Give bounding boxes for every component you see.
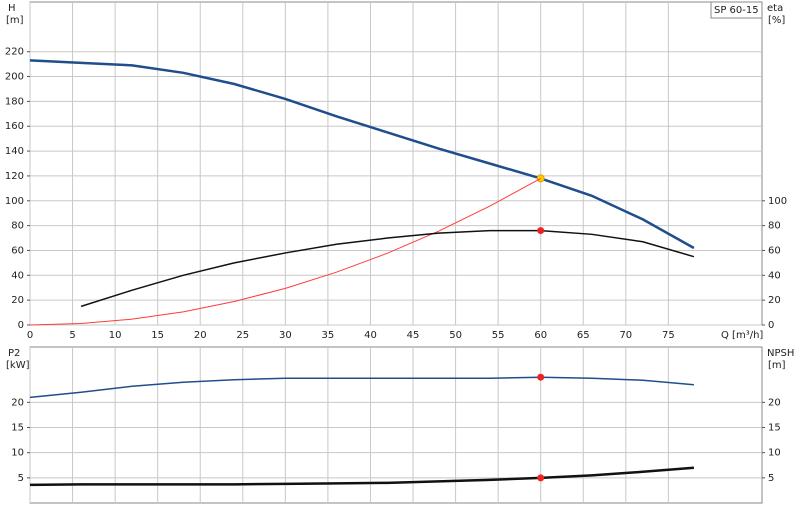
y-tick-label: 60	[11, 245, 24, 256]
duty-point	[537, 227, 545, 235]
x-tick-label: 40	[364, 330, 377, 341]
y2-axis-unit: [%]	[768, 15, 785, 26]
y2-tick-label: 20	[768, 295, 781, 306]
x-tick-label: 75	[662, 330, 675, 341]
y-axis-label: P2	[8, 348, 20, 359]
y-tick-label: 5	[18, 473, 24, 484]
title-box	[710, 1, 763, 19]
curve	[29, 376, 694, 399]
x-tick-label: 50	[449, 330, 462, 341]
duty-point	[537, 373, 545, 381]
y2-tick-label: 5	[768, 473, 774, 484]
y-axis-unit: [m]	[6, 15, 24, 26]
chart-title: SP 60-15	[714, 5, 759, 16]
y-tick-label: 160	[5, 121, 24, 132]
plot-area	[29, 346, 763, 504]
curve	[80, 229, 695, 308]
y2-tick-label: 0	[768, 320, 774, 331]
y2-tick-label: 60	[768, 245, 781, 256]
y2-axis-unit: [m]	[768, 360, 786, 371]
y-tick-label: 15	[11, 423, 24, 434]
y-tick-label: 0	[18, 320, 24, 331]
y-tick-label: 20	[11, 397, 24, 408]
y2-tick-label: 15	[768, 423, 781, 434]
x-tick-label: 70	[619, 330, 632, 341]
y2-tick-label: 40	[768, 270, 781, 281]
y-axis-label: H	[8, 3, 16, 14]
x-tick-label: 35	[322, 330, 335, 341]
x-tick-label: 55	[492, 330, 505, 341]
y-axis-unit: [kW]	[6, 360, 30, 371]
y2-tick-label: 20	[768, 397, 781, 408]
y-tick-label: 220	[5, 47, 24, 58]
x-tick-label: 5	[69, 330, 75, 341]
curve	[29, 59, 695, 250]
y-tick-label: 120	[5, 171, 24, 182]
y-tick-label: 100	[5, 196, 24, 207]
y-tick-label: 180	[5, 96, 24, 107]
y-tick-label: 10	[11, 448, 24, 459]
x-axis-label: Q [m³/h]	[721, 330, 763, 341]
y-tick-label: 80	[11, 221, 24, 232]
x-tick-label: 15	[151, 330, 164, 341]
x-tick-label: 45	[407, 330, 420, 341]
y2-axis-label: NPSH	[767, 348, 794, 359]
y-tick-label: 20	[11, 295, 24, 306]
y2-axis-label: eta	[767, 3, 783, 14]
duty-point	[537, 474, 545, 482]
y-tick-label: 140	[5, 146, 24, 157]
x-tick-label: 10	[109, 330, 122, 341]
x-tick-label: 65	[577, 330, 590, 341]
y2-tick-label: 80	[768, 221, 781, 232]
x-tick-label: 60	[534, 330, 547, 341]
y2-tick-label: 10	[768, 448, 781, 459]
y-tick-label: 40	[11, 270, 24, 281]
y-tick-label: 200	[5, 72, 24, 83]
plot-area	[29, 1, 763, 326]
curve	[29, 177, 541, 326]
x-tick-label: 25	[236, 330, 249, 341]
x-tick-label: 0	[27, 330, 33, 341]
y2-tick-label: 100	[768, 196, 787, 207]
x-tick-label: 30	[279, 330, 292, 341]
x-tick-label: 20	[194, 330, 207, 341]
curve	[29, 466, 695, 487]
